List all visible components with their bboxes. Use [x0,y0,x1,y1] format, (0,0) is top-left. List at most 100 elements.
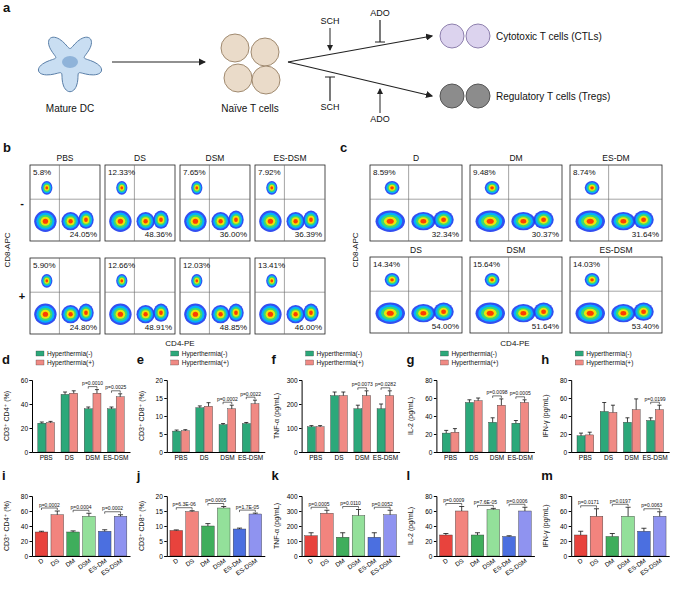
density-contour [484,217,497,226]
y-axis: 020406080 [560,493,572,560]
y-tick: 5 [159,538,167,545]
density-contour [633,211,653,229]
axis-title: CD3⁺ CD4⁺ (%) [3,501,11,551]
y-tick: 60 [560,508,571,515]
error-bar [372,533,377,538]
density-contour [384,217,397,226]
density-contour [388,276,397,284]
density-contour [611,304,635,322]
density-contour [270,279,273,282]
tick-label: 100 [287,425,298,432]
tick-label: PBS [174,454,188,461]
panel-label: b [3,140,11,155]
tick-label: 15 [156,395,164,402]
density-contour [588,276,597,284]
tick-label: ES-DSM [238,454,263,461]
density-contour [228,211,243,229]
legend-label: Hyperthermia(-) [451,350,497,358]
error-bar [183,430,187,431]
density-contour [234,218,238,222]
quadrant-percent: 46.00% [295,323,322,332]
y-tick: 40 [425,523,436,530]
density-contour [231,214,241,225]
tick-label: 400 [287,493,298,500]
density-contour [476,211,505,232]
density-contour [589,277,595,283]
activation-arrow [330,28,331,50]
x-tick: DS [65,452,75,461]
density-contour [586,182,598,193]
density-contour [34,304,56,325]
modulator-label: ADO [370,114,390,124]
p-bracket [493,396,502,398]
density-contour [514,306,533,321]
flow-plot: 7.92%36.39% [255,165,325,241]
density-contour [303,304,318,322]
error-bar [102,530,107,532]
density-contour [113,308,127,321]
naive-t-cell [251,38,279,66]
quadrant-percent: 15.64% [473,260,500,269]
plot-title: D [413,153,419,163]
x-tick: PBS [309,452,323,461]
x-tick: ES-DSM [508,452,533,461]
density-contour [81,214,91,225]
density-contour [156,214,166,225]
bar [233,529,246,556]
density-contour [116,274,127,288]
error-bar [205,524,210,526]
density-contour [414,306,433,321]
axis-line [299,497,302,557]
quadrant-percent: 53.40% [632,322,659,331]
figure: aMature DCNaïve T cellsCytotoxic T cells… [0,0,674,591]
panel-label: l [406,468,410,483]
bar [93,393,101,452]
x-tick: DM [334,556,346,568]
y-axis: 0100200300 [287,377,302,456]
bar [471,535,484,556]
gate-line [255,199,325,200]
density-contour [485,273,500,287]
error-bar [602,403,606,412]
density-contour [290,309,301,320]
p-value: p=0.0009 [443,497,464,503]
p-value: p=0.0199 [645,396,666,402]
density-contour [416,216,431,227]
bar [67,532,80,556]
tick-label: DS [200,454,210,461]
tick-label: DS [319,557,330,568]
error-bar [86,407,90,409]
error-bar [641,528,646,531]
density-contour [188,215,202,228]
error-bar [588,432,592,435]
bar [35,532,48,556]
y-tick: 0 [564,449,572,456]
x-tick: DSM [355,452,369,461]
density-contour [62,305,80,323]
density-contour [518,309,528,317]
density-contour [44,185,49,191]
density-contour [45,279,48,282]
tick-label: DS [469,454,479,461]
error-bar [40,422,44,423]
flow-frame [255,165,325,241]
p-value: p=0.0002 [102,505,123,511]
bar [521,403,529,453]
density-contour [620,219,626,223]
density-contour [230,212,242,227]
p-bracket [343,507,359,509]
legend-label: Hyperthermia(+) [182,359,229,367]
bar [38,423,46,452]
gate-line [470,199,562,200]
tick-mark [30,556,33,557]
density-contour [269,278,274,284]
y-tick: 80 [21,493,32,500]
density-contour [585,181,600,195]
density-contour [435,304,451,319]
flow-frame [570,257,662,333]
density-contour [267,275,276,286]
legend-swatch [306,360,314,365]
axis-line [569,381,572,453]
density-contour [193,312,198,317]
legend-label: Hyperthermia(+) [586,359,633,367]
